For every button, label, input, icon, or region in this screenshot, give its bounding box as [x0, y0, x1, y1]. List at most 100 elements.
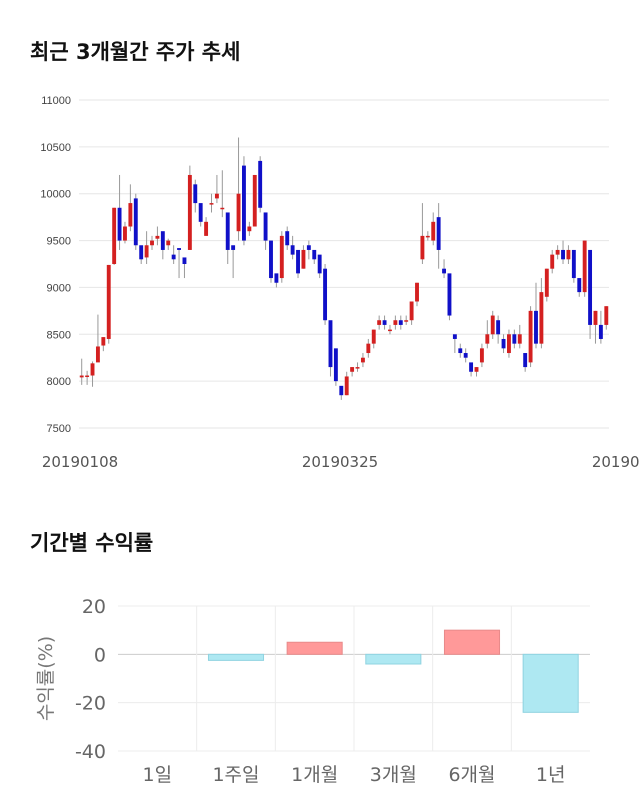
candle-body — [274, 273, 279, 283]
candle-body — [420, 235, 425, 260]
candle-body — [220, 207, 225, 210]
candle-body — [193, 184, 198, 204]
candle-body — [204, 221, 209, 236]
candle-body — [333, 348, 338, 382]
candle-body — [263, 212, 268, 241]
candle-body — [496, 320, 501, 335]
returns-bar — [365, 653, 422, 665]
candle-body — [582, 240, 587, 293]
candle-body — [225, 212, 230, 250]
candle-body — [431, 221, 436, 241]
candle-body — [144, 245, 149, 258]
candle-body — [409, 301, 414, 321]
candle-body — [339, 385, 344, 396]
candle-body — [501, 338, 506, 349]
candle-body — [177, 248, 181, 250]
candle-body — [398, 320, 403, 325]
candle-body — [360, 357, 365, 363]
candle-body — [258, 160, 263, 208]
candle-body — [523, 353, 528, 368]
candle-body — [247, 226, 252, 232]
candle-body — [463, 353, 468, 358]
candle-body — [490, 315, 495, 335]
candle-body — [436, 217, 441, 250]
candle-body — [171, 254, 176, 260]
candle-body — [187, 174, 192, 250]
candle-body — [534, 310, 538, 344]
candle-body — [95, 346, 100, 363]
candle-body — [150, 240, 154, 246]
candle-body — [550, 254, 555, 269]
candle-body — [90, 363, 95, 376]
candle-body — [517, 334, 522, 344]
price-x-tick-label: 20190604 — [592, 453, 640, 471]
candle-body — [269, 240, 273, 279]
price-y-tick-label: 8000 — [47, 376, 71, 388]
candle-body — [236, 193, 241, 232]
candle-body — [571, 249, 576, 279]
candle-body — [566, 249, 571, 260]
candle-body — [306, 245, 311, 250]
candle-body — [469, 362, 474, 372]
candle-body — [544, 268, 549, 297]
price-y-tick-label: 9500 — [47, 236, 71, 248]
candlestick-chart: 7500 8000 8500 9000 9500 10000 10500 11000 20190… — [40, 95, 640, 471]
candle-body — [371, 329, 376, 344]
candle-body — [350, 367, 355, 372]
candle-body — [112, 207, 117, 264]
candle-body — [209, 203, 214, 205]
returns-y-tick-label: 0 — [94, 644, 106, 666]
candle-body — [133, 198, 138, 246]
candle-body — [79, 375, 84, 378]
returns-category-label: 1주일 — [212, 764, 259, 786]
candle-body — [588, 249, 593, 325]
candle-body — [328, 320, 333, 368]
returns-y-tick-label: -40 — [75, 741, 106, 763]
candle-body — [128, 203, 133, 227]
candle-body — [166, 240, 171, 246]
candle-body — [231, 245, 236, 250]
candle-body — [312, 249, 317, 260]
candle-body — [604, 306, 609, 325]
price-x-tick-label: 20190108 — [42, 453, 118, 471]
candle-body — [528, 310, 533, 363]
price-y-tick-label: 9000 — [47, 282, 71, 294]
candle-body — [452, 334, 457, 339]
candle-body — [425, 235, 430, 238]
candle-body — [296, 249, 300, 274]
returns-category-label: 6개월 — [448, 764, 495, 786]
returns-bar — [522, 653, 579, 713]
returns-y-tick-label: 20 — [82, 596, 106, 618]
returns-category-label: 1일 — [143, 764, 173, 786]
candle-body — [539, 292, 544, 344]
price-y-tick-label: 8500 — [47, 329, 71, 341]
candle-body — [344, 376, 349, 396]
candle-body — [388, 329, 392, 332]
candle-body — [182, 257, 187, 264]
candle-body — [106, 264, 111, 339]
candle-body — [123, 226, 127, 241]
candle-body — [561, 249, 565, 260]
candle-body — [598, 324, 603, 339]
candle-body — [139, 245, 144, 260]
returns-category-label: 1개월 — [291, 764, 338, 786]
candle-body — [366, 343, 371, 354]
candle-body — [214, 193, 219, 199]
returns-bar — [286, 641, 343, 655]
candle-body — [117, 207, 122, 241]
candle-body — [512, 334, 517, 344]
candle-body — [160, 231, 165, 250]
candle-body — [507, 334, 511, 354]
returns-chart-title: 기간별 수익률 — [30, 531, 154, 555]
candle-body — [404, 320, 409, 322]
candle-body — [458, 348, 463, 354]
candle-body — [393, 320, 398, 325]
returns-y-axis-label: 수익률(%) — [35, 636, 57, 721]
candle-body — [415, 282, 419, 302]
candle-body — [382, 320, 387, 325]
price-y-tick-label: 11000 — [41, 95, 71, 107]
candle-body — [479, 348, 484, 363]
candle-body — [355, 367, 360, 369]
candle-body — [301, 249, 306, 269]
candle-body — [555, 249, 560, 255]
